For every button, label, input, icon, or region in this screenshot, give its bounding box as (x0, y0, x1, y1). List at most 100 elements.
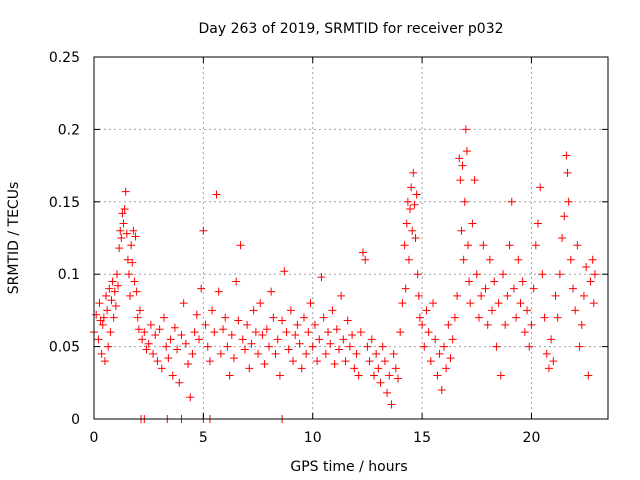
data-point (214, 287, 223, 296)
data-point (306, 299, 315, 308)
data-point (324, 328, 333, 337)
data-point (348, 331, 357, 340)
x-tick-label: 5 (199, 430, 208, 446)
data-point (112, 270, 121, 279)
data-point (99, 313, 108, 322)
data-point (413, 270, 422, 279)
data-point (444, 320, 453, 329)
data-point (389, 349, 398, 358)
data-point (153, 357, 162, 366)
data-point (391, 364, 400, 373)
data-point (102, 291, 111, 300)
data-point (551, 291, 560, 300)
x-axis-label: GPS time / hours (290, 459, 407, 475)
data-point (411, 234, 420, 242)
data-point (453, 291, 462, 300)
data-point (197, 284, 206, 293)
data-point (221, 313, 230, 322)
data-point (460, 197, 469, 206)
data-point (483, 320, 492, 329)
data-point (118, 209, 127, 218)
data-point (133, 313, 142, 322)
data-point (418, 320, 427, 329)
data-point (334, 345, 343, 354)
data-point (437, 386, 446, 395)
y-tick-label: 0.25 (49, 50, 80, 66)
data-point (249, 306, 258, 315)
data-point (110, 287, 119, 296)
data-point (534, 219, 543, 228)
data-point (284, 345, 293, 354)
data-point (240, 345, 249, 354)
data-point (527, 320, 536, 329)
data-point (361, 255, 370, 264)
data-point (505, 241, 514, 250)
data-point (117, 234, 126, 242)
ticks-layer (93, 56, 608, 420)
data-point (339, 335, 348, 344)
data-point (525, 342, 534, 351)
data-point (267, 287, 276, 296)
data-point (462, 147, 471, 156)
data-point (582, 262, 591, 271)
data-point (308, 342, 317, 351)
data-point (190, 328, 199, 337)
data-point (396, 328, 405, 337)
data-point (332, 325, 341, 334)
y-axis-label: SRMTID / TECUs (6, 182, 22, 295)
data-point (251, 328, 260, 337)
data-point (157, 364, 166, 373)
data-point (439, 342, 448, 351)
data-point (271, 349, 280, 358)
data-point (94, 335, 103, 344)
data-point (542, 349, 551, 358)
data-point (387, 400, 396, 409)
data-point (465, 277, 474, 286)
data-point (194, 335, 203, 344)
data-point (106, 328, 115, 337)
data-point (170, 323, 179, 332)
data-point (352, 349, 361, 358)
data-point (120, 205, 129, 214)
data-point (132, 287, 141, 296)
data-point (140, 328, 149, 337)
data-point (401, 284, 410, 293)
data-point (328, 306, 337, 315)
data-point (431, 335, 440, 344)
chart-title: Day 263 of 2019, SRMTID for receiver p03… (198, 21, 503, 37)
data-point (319, 313, 328, 322)
data-point (590, 270, 599, 279)
data-point (289, 357, 298, 366)
data-point (273, 335, 282, 344)
data-point (459, 255, 468, 264)
data-point (278, 316, 287, 325)
data-point (166, 335, 175, 344)
data-point (304, 328, 313, 337)
data-point (456, 176, 465, 185)
data-point (130, 277, 139, 286)
data-point (501, 320, 510, 329)
data-point (345, 342, 354, 351)
data-point (97, 349, 106, 358)
data-point (553, 313, 562, 322)
data-point (258, 331, 267, 340)
data-point (131, 232, 140, 241)
data-point (398, 299, 407, 308)
data-point (474, 313, 483, 322)
data-point (168, 371, 177, 380)
data-point (262, 325, 271, 334)
data-point (442, 364, 451, 373)
data-point (234, 316, 243, 325)
data-point (219, 325, 228, 334)
data-point (177, 331, 186, 340)
data-point (573, 241, 582, 250)
data-point (408, 226, 417, 235)
data-point (107, 296, 116, 305)
data-point (114, 281, 123, 290)
data-point (529, 284, 538, 293)
data-point (297, 364, 306, 373)
data-point (330, 359, 339, 368)
data-point (394, 374, 403, 383)
data-point (400, 241, 409, 250)
